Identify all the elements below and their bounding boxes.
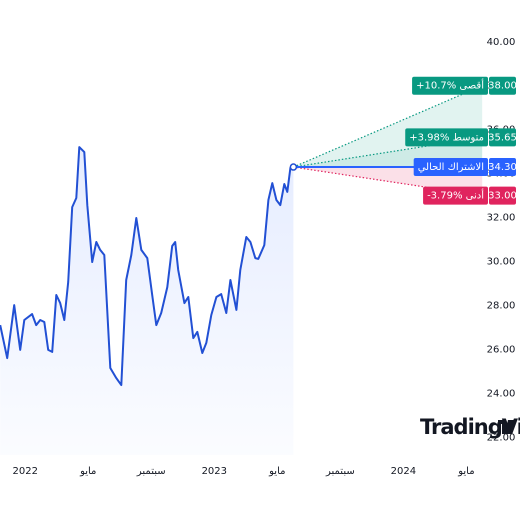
- y-tick-label: 22.00: [487, 432, 516, 443]
- x-tick-label: مايو: [79, 466, 96, 477]
- target-value: 33.00: [488, 191, 517, 202]
- current-value: 34.30: [488, 162, 517, 173]
- logo: TradingView: [420, 415, 520, 439]
- area: [0, 147, 294, 455]
- target-name: -3.79% أدنى: [427, 189, 484, 202]
- target-name: +3.98% متوسط: [409, 132, 484, 143]
- x-tick-label: 2022: [12, 466, 37, 477]
- price-line: [0, 146, 294, 387]
- y-tick-label: 26.00: [487, 344, 516, 355]
- x-tick-label: 2023: [202, 466, 227, 477]
- y-tick-label: 30.00: [487, 257, 516, 268]
- target-value-box: [489, 76, 516, 95]
- y-tick-label: 40.00: [487, 37, 516, 48]
- forecast-line: [293, 136, 483, 168]
- target-name-box: [423, 186, 488, 205]
- target-value-box: [489, 128, 516, 147]
- target-value: 38.00: [488, 81, 517, 92]
- logo-mark: [498, 420, 514, 434]
- y-tick-label: 28.00: [487, 301, 516, 312]
- forecast-line: [293, 166, 483, 197]
- target-name-box: [412, 76, 488, 95]
- y-tick-label: 32.00: [487, 213, 516, 224]
- y-tick-label: 24.00: [487, 388, 516, 399]
- x-tick-label: 2024: [391, 466, 416, 477]
- x-tick-label: مايو: [457, 466, 474, 477]
- x-tick-label: سبتمبر: [325, 466, 355, 477]
- x-tick-label: سبتمبر: [136, 466, 166, 477]
- forecast-line: [293, 85, 483, 168]
- current-name-box: [413, 158, 488, 177]
- target-value: 35.65: [488, 132, 517, 143]
- x-tick-label: مايو: [268, 466, 285, 477]
- target-value-box: [489, 186, 516, 205]
- current-value-box: [489, 158, 516, 177]
- target-name-box: [405, 128, 488, 147]
- current-name: الاشتراك الحالي: [418, 162, 484, 173]
- current-point: [289, 163, 298, 171]
- target-name: +10.7% أقصى: [416, 79, 484, 92]
